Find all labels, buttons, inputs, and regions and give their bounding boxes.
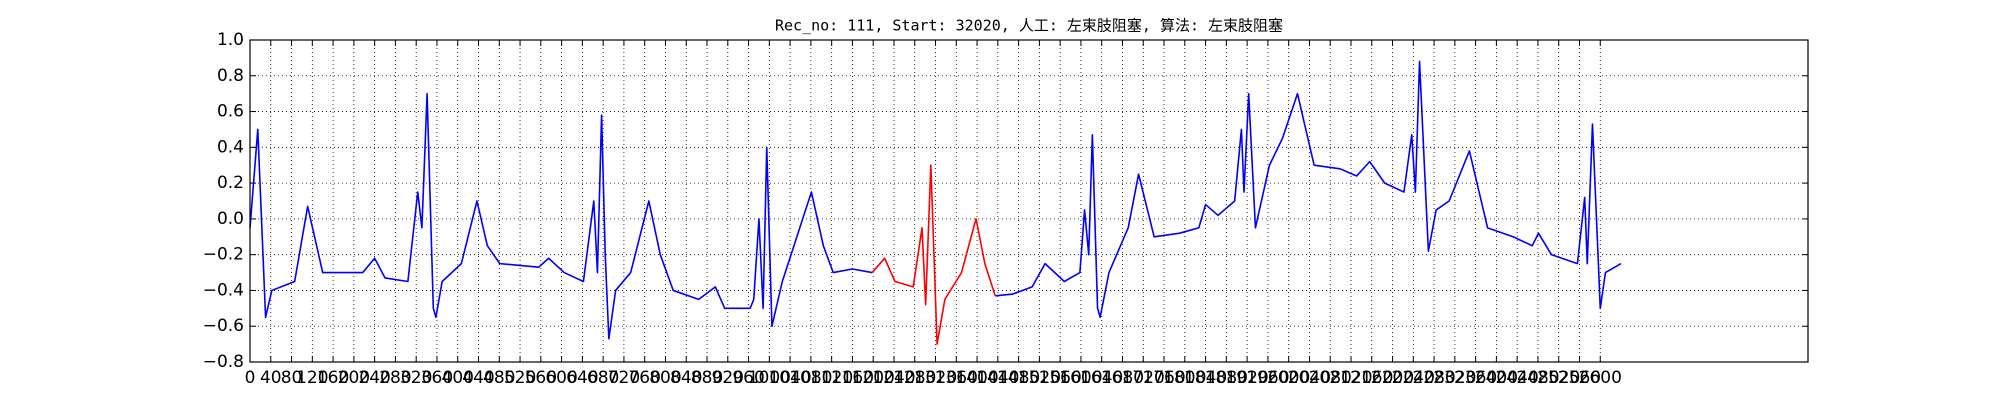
x-tick-label: 1520 (1018, 368, 1061, 388)
line-series (871, 164, 997, 345)
x-tick-label: 760 (628, 368, 660, 388)
x-tick-label: 1600 (1059, 368, 1102, 388)
y-tick-label: −0.6 (203, 316, 244, 336)
y-tick-label: 0.8 (217, 66, 244, 86)
x-tick-label: 2080 (1309, 368, 1352, 388)
x-tick-label: 1040 (768, 368, 811, 388)
plot-frame (249, 39, 1809, 363)
x-tick-label: 840 (670, 368, 702, 388)
x-tick-label: 1200 (852, 368, 895, 388)
x-tick-label: 880 (691, 368, 723, 388)
y-tick-label: 1.0 (217, 30, 244, 50)
x-tick-label: 2400 (1475, 368, 1518, 388)
x-tick-label: 2160 (1350, 368, 1393, 388)
chart-title: Rec_no: 111, Start: 32020, 人工: 左束肢阻塞, 算法… (775, 17, 1283, 35)
x-tick-label: 960 (732, 368, 764, 388)
x-tick-label: 920 (712, 368, 744, 388)
x-tick-label: 320 (400, 368, 432, 388)
x-tick-label: 560 (525, 368, 557, 388)
y-tick-label: −0.8 (203, 352, 244, 372)
x-tick-label: 2360 (1454, 368, 1497, 388)
y-tick-label: 0.6 (217, 102, 244, 122)
x-tick-label: 360 (421, 368, 453, 388)
y-tick-label: −0.2 (203, 245, 244, 265)
x-tick-label: 1360 (935, 368, 978, 388)
x-tick-label: 80 (281, 368, 303, 388)
x-tick-label: 800 (649, 368, 681, 388)
x-tick-label: 1280 (893, 368, 936, 388)
x-tick-label: 1400 (955, 368, 998, 388)
x-tick-label: 1560 (1039, 368, 1082, 388)
x-tick-label: 480 (483, 368, 515, 388)
y-tick-label: 0.2 (217, 173, 244, 193)
x-tick-label: 2000 (1267, 368, 1310, 388)
x-tick-label: 1840 (1184, 368, 1227, 388)
x-tick-label: 2040 (1288, 368, 1331, 388)
x-tick-label: 1920 (1225, 368, 1268, 388)
x-tick-label: 1120 (810, 368, 853, 388)
x-tick-label: 1960 (1246, 368, 1289, 388)
x-tick-label: 2560 (1558, 368, 1601, 388)
x-tick-label: 1640 (1080, 368, 1123, 388)
x-tick-label: 160 (317, 368, 349, 388)
x-tick-label: 1240 (872, 368, 915, 388)
x-tick-label: 720 (608, 368, 640, 388)
x-tick-label: 120 (296, 368, 328, 388)
x-tick-label: 1000 (748, 368, 791, 388)
x-tick-label: 280 (379, 368, 411, 388)
x-tick-label: 1080 (789, 368, 832, 388)
x-tick-label: 680 (587, 368, 619, 388)
x-tick-label: 1880 (1205, 368, 1248, 388)
y-tick-label: 0.4 (217, 137, 244, 157)
y-tick-label: 0.0 (217, 209, 244, 229)
x-tick-label: 2280 (1412, 368, 1455, 388)
x-tick-label: 0 (245, 368, 256, 388)
x-tick-label: 2600 (1579, 368, 1622, 388)
x-tick-label: 2240 (1392, 368, 1435, 388)
x-tick-label: 2520 (1537, 368, 1580, 388)
x-tick-label: 2120 (1329, 368, 1372, 388)
line-series (249, 60, 1622, 340)
x-tick-label: 520 (504, 368, 536, 388)
x-tick-label: 200 (338, 368, 370, 388)
x-tick-label: 1160 (831, 368, 874, 388)
x-tick-label: 600 (545, 368, 577, 388)
x-tick-label: 2320 (1433, 368, 1476, 388)
x-tick-label: 1760 (1142, 368, 1185, 388)
x-tick-label: 2480 (1516, 368, 1559, 388)
x-tick-label: 1800 (1163, 368, 1206, 388)
x-tick-label: 1720 (1122, 368, 1165, 388)
x-tick-label: 1320 (914, 368, 957, 388)
y-tick-label: −0.4 (203, 280, 244, 300)
x-tick-label: 2440 (1496, 368, 1539, 388)
x-tick-label: 1680 (1101, 368, 1144, 388)
x-tick-label: 2200 (1371, 368, 1414, 388)
x-tick-label: 400 (442, 368, 474, 388)
x-tick-label: 1480 (997, 368, 1040, 388)
x-tick-label: 1440 (976, 368, 1019, 388)
x-tick-label: 440 (462, 368, 494, 388)
x-tick-label: 40 (260, 368, 282, 388)
x-tick-label: 640 (566, 368, 598, 388)
x-tick-label: 240 (358, 368, 390, 388)
